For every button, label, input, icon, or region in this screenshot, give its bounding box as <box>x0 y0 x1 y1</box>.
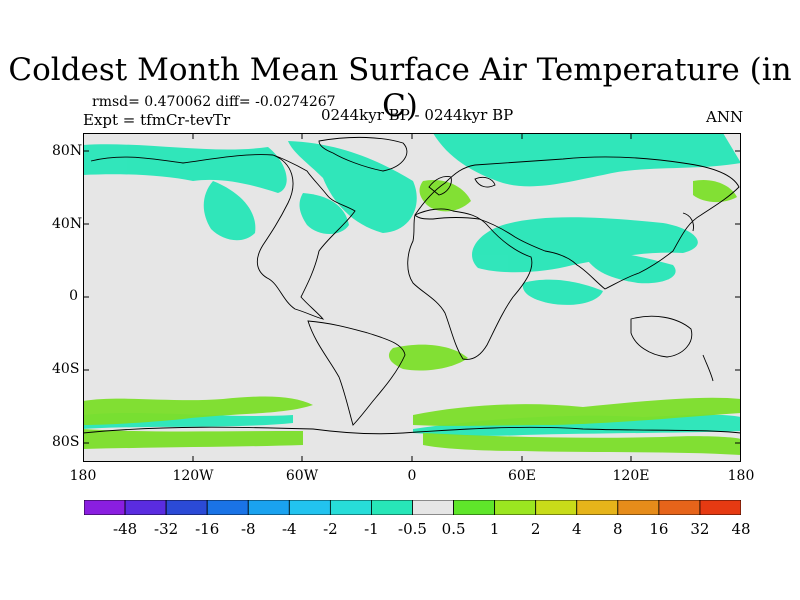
y-tick-0: 0 <box>69 288 78 304</box>
map-plot <box>83 133 741 462</box>
colorbar-box <box>165 500 208 515</box>
colorbar-box <box>535 500 578 515</box>
colorbar-box <box>576 500 619 515</box>
x-tick-60e: 60E <box>507 468 537 484</box>
colorbar-label: 48 <box>731 520 751 538</box>
colorbar-label: 16 <box>649 520 669 538</box>
colorbar-box <box>699 500 741 515</box>
x-tick-120e: 120E <box>612 468 650 484</box>
stats-line: rmsd= 0.470062 diff= -0.0274267 <box>92 94 336 110</box>
experiment-line: Expt = tfmCr-tevTr <box>83 111 231 129</box>
coastlines <box>83 136 741 435</box>
colorbar-label: 0.5 <box>441 520 466 538</box>
colorbar-box <box>288 500 331 515</box>
period-label: 0244kyr BP - 0244kyr BP <box>321 106 514 124</box>
colorbar-label: -48 <box>113 520 138 538</box>
y-tick-40n: 40N <box>52 216 83 232</box>
tick-marks <box>83 133 741 462</box>
colorbar-label: -1 <box>364 520 379 538</box>
y-tick-80s: 80S <box>52 434 80 450</box>
colorbar-box <box>658 500 701 515</box>
colorbar-box <box>247 500 290 515</box>
x-tick-60w: 60W <box>285 468 319 484</box>
colorbar-box <box>84 500 126 515</box>
x-tick-120w: 120W <box>172 468 214 484</box>
colorbar <box>84 500 741 515</box>
colorbar-box <box>494 500 537 515</box>
colorbar-label: -8 <box>240 520 256 538</box>
colorbar-label: -4 <box>281 520 297 538</box>
colorbar-label: -16 <box>195 520 220 538</box>
colorbar-label: 1 <box>489 520 500 538</box>
colorbar-box <box>329 500 372 515</box>
anomaly-green-regions <box>83 179 741 455</box>
y-tick-40s: 40S <box>52 361 80 377</box>
x-tick-180w: 180 <box>69 468 97 484</box>
chart-title: Coldest Month Mean Surface Air Temperatu… <box>8 52 792 124</box>
colorbar-label: 4 <box>572 520 582 538</box>
x-tick-180e: 180 <box>727 468 755 484</box>
y-tick-80n: 80N <box>52 143 83 159</box>
colorbar-box <box>617 500 660 515</box>
colorbar-label: -0.5 <box>398 520 427 538</box>
colorbar-label: 8 <box>613 520 623 538</box>
season-label: ANN <box>706 108 744 126</box>
colorbar-label: 32 <box>690 520 710 538</box>
colorbar-label: -2 <box>323 520 338 538</box>
colorbar-box <box>124 500 167 515</box>
colorbar-box <box>206 500 249 515</box>
colorbar-box <box>371 500 413 515</box>
colorbar-label: -32 <box>154 520 179 538</box>
colorbar-box <box>412 500 454 515</box>
x-tick-0: 0 <box>407 468 417 484</box>
colorbar-box <box>453 500 496 515</box>
colorbar-label: 2 <box>530 520 541 538</box>
